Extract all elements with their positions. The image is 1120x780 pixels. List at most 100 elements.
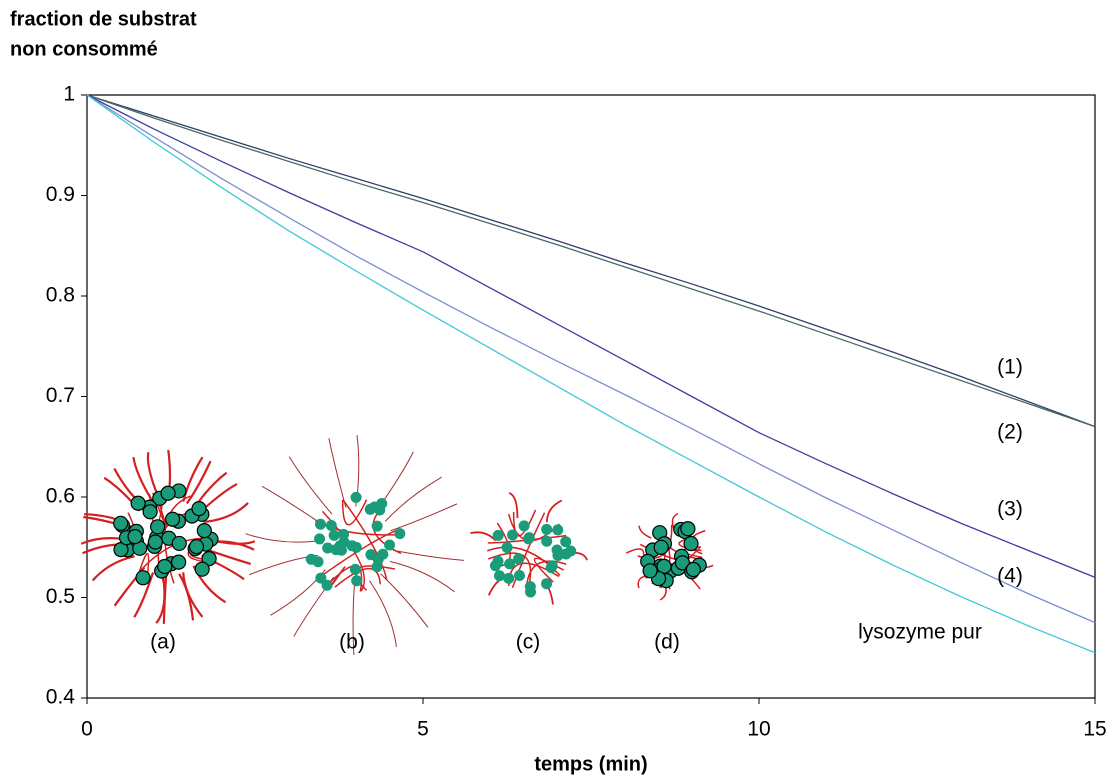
illustrations bbox=[80, 434, 714, 656]
protein bbox=[513, 569, 525, 581]
protein bbox=[196, 522, 212, 539]
protein bbox=[135, 570, 151, 586]
y-tick-label: 0.8 bbox=[46, 284, 75, 307]
protein bbox=[546, 560, 558, 572]
protein bbox=[349, 563, 361, 575]
protein bbox=[374, 504, 386, 516]
polymer-chain bbox=[508, 492, 519, 519]
protein bbox=[188, 538, 205, 555]
protein bbox=[513, 553, 525, 565]
protein bbox=[372, 553, 384, 565]
protein bbox=[504, 558, 516, 570]
y-tick-label: 0.5 bbox=[46, 585, 75, 608]
polymer-chain bbox=[261, 485, 323, 525]
series-label: (1) bbox=[997, 356, 1023, 379]
protein bbox=[507, 529, 519, 541]
inset-label: (c) bbox=[516, 631, 541, 654]
protein bbox=[321, 579, 333, 591]
x-tick-label: 10 bbox=[747, 718, 770, 741]
x-tick-label: 15 bbox=[1083, 718, 1106, 741]
polymer-chain bbox=[512, 509, 537, 537]
polymer-chain bbox=[545, 499, 563, 523]
y-tick-label: 0.4 bbox=[46, 686, 76, 709]
polymer-chain bbox=[625, 548, 645, 555]
series-line bbox=[86, 94, 1096, 624]
series-label: (4) bbox=[997, 565, 1023, 588]
polymer-chain bbox=[638, 525, 652, 539]
protein bbox=[315, 518, 327, 530]
polymer-chain bbox=[203, 502, 249, 524]
polymer-chain bbox=[341, 499, 368, 526]
protein bbox=[171, 554, 187, 570]
series-label: lysozyme pur bbox=[858, 621, 982, 644]
polymer-chain bbox=[380, 573, 429, 628]
protein bbox=[328, 529, 340, 541]
series-line bbox=[86, 94, 1096, 579]
protein bbox=[157, 558, 173, 575]
protein bbox=[642, 563, 658, 579]
protein bbox=[201, 551, 217, 567]
y-tick-label: 0.7 bbox=[46, 384, 75, 407]
protein bbox=[518, 520, 530, 532]
polymer-chain bbox=[320, 528, 400, 578]
polymer-chain bbox=[185, 460, 212, 505]
protein bbox=[493, 570, 505, 582]
polymer-chain bbox=[369, 580, 397, 647]
protein bbox=[147, 534, 163, 550]
protein bbox=[489, 560, 501, 572]
protein bbox=[130, 495, 146, 511]
protein bbox=[364, 503, 376, 515]
series-line bbox=[86, 94, 1096, 428]
y-tick-label: 0.6 bbox=[46, 485, 75, 508]
protein bbox=[541, 535, 553, 547]
x-tick-label: 0 bbox=[81, 718, 93, 741]
inset-label: (d) bbox=[654, 631, 680, 654]
protein bbox=[674, 555, 691, 571]
protein bbox=[338, 528, 350, 540]
y-tick-label: 0.9 bbox=[46, 183, 75, 206]
protein bbox=[150, 519, 166, 535]
protein bbox=[351, 575, 363, 587]
protein bbox=[683, 535, 699, 552]
polymer-chain bbox=[342, 499, 388, 580]
protein bbox=[394, 528, 406, 540]
y-axis-title: fraction de substrat bbox=[10, 8, 197, 30]
protein bbox=[680, 521, 696, 537]
polymer-chain bbox=[138, 552, 150, 579]
protein bbox=[501, 541, 513, 553]
protein bbox=[312, 556, 324, 568]
protein bbox=[315, 572, 327, 584]
protein bbox=[322, 542, 334, 554]
protein bbox=[541, 523, 553, 535]
series-label: (2) bbox=[997, 421, 1023, 444]
protein bbox=[142, 504, 158, 520]
inset-label: (a) bbox=[150, 631, 176, 654]
series-label: (3) bbox=[997, 498, 1023, 521]
polymer-chain bbox=[384, 476, 442, 522]
protein bbox=[503, 572, 515, 584]
protein bbox=[371, 520, 383, 532]
protein bbox=[194, 561, 210, 577]
polymer-chain bbox=[178, 573, 195, 621]
protein bbox=[350, 541, 362, 553]
protein bbox=[325, 519, 337, 531]
protein bbox=[524, 581, 536, 593]
protein bbox=[171, 535, 187, 552]
protein bbox=[653, 539, 669, 555]
polymer-chain bbox=[352, 583, 356, 656]
polymer-chain bbox=[182, 572, 204, 618]
x-axis-title: temps (min) bbox=[534, 753, 647, 775]
plot-frame bbox=[86, 94, 1096, 699]
polymer-chain bbox=[91, 555, 135, 582]
protein bbox=[685, 561, 702, 578]
polymer-chain bbox=[288, 456, 333, 515]
protein bbox=[160, 485, 176, 501]
protein bbox=[191, 500, 207, 517]
protein bbox=[523, 532, 535, 544]
polymer-chain bbox=[133, 572, 155, 618]
protein bbox=[552, 524, 564, 536]
protein bbox=[560, 536, 572, 548]
polymer-chain bbox=[487, 552, 532, 591]
polymer-chain bbox=[328, 438, 347, 508]
